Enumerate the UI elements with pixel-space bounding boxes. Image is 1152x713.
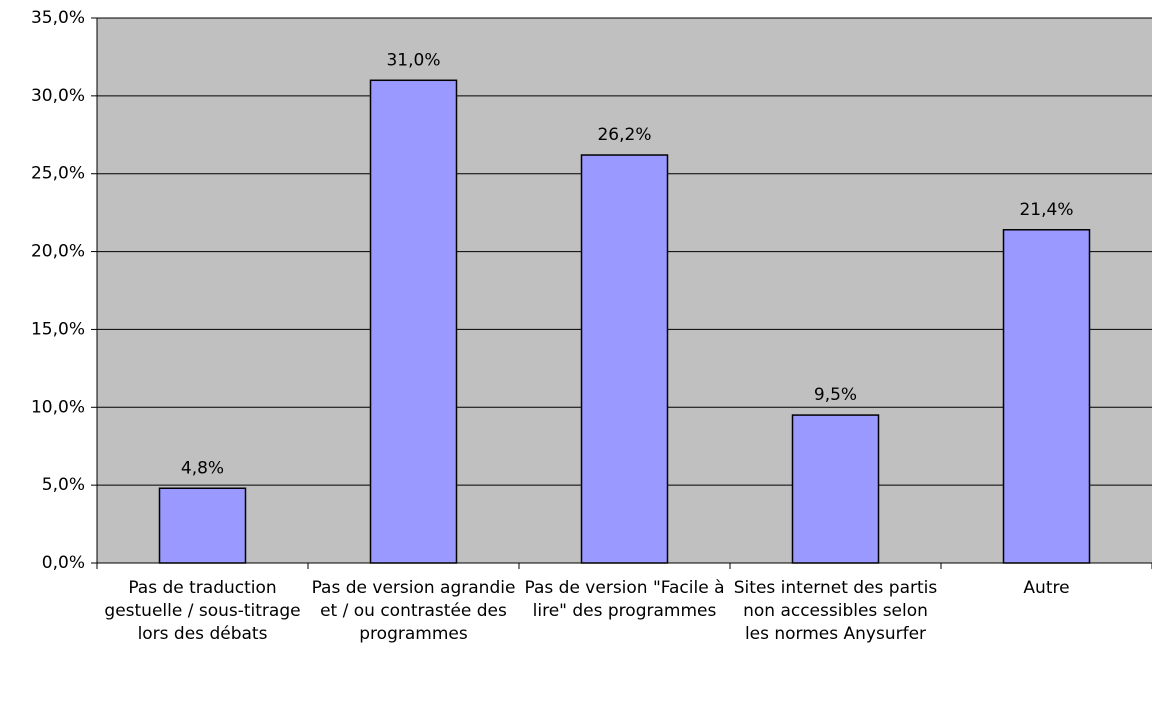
y-tick-label: 20,0% xyxy=(31,242,85,262)
y-tick-label: 30,0% xyxy=(31,86,85,106)
y-tick-label: 15,0% xyxy=(31,319,85,339)
bar xyxy=(791,414,880,564)
y-tick-label: 35,0% xyxy=(31,8,85,28)
bar xyxy=(1002,229,1091,564)
y-tick-label: 0,0% xyxy=(42,553,85,573)
y-tick-label: 5,0% xyxy=(42,475,85,495)
x-tick-label: Pas de traduction gestuelle / sous-titra… xyxy=(104,578,301,644)
bar xyxy=(158,487,247,564)
x-tick-label: Sites internet des partis non accessible… xyxy=(733,578,938,644)
value-label: 26,2% xyxy=(597,125,651,145)
value-label: 21,4% xyxy=(1019,200,1073,220)
x-tick-label: Pas de version "Facile à lire" des progr… xyxy=(524,578,725,621)
bar xyxy=(580,154,669,564)
value-label: 4,8% xyxy=(181,458,224,478)
y-tick-label: 10,0% xyxy=(31,397,85,417)
value-label: 9,5% xyxy=(814,385,857,405)
y-tick-label: 25,0% xyxy=(31,164,85,184)
x-tick-label: Autre xyxy=(1023,578,1070,598)
x-tick-label: Pas de version agrandie et / ou contrast… xyxy=(311,578,516,644)
value-label: 31,0% xyxy=(386,50,440,70)
bar xyxy=(369,79,458,564)
